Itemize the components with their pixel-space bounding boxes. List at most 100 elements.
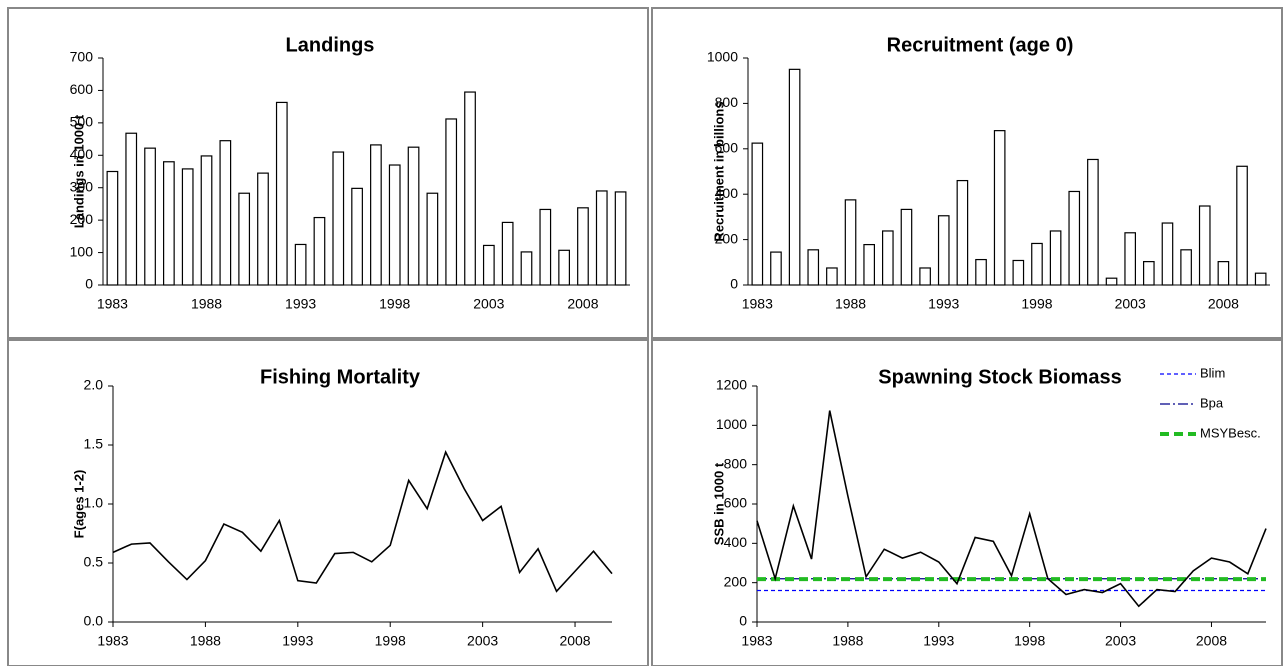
- legend-label: MSYBesc.: [1200, 425, 1261, 440]
- bar: [993, 130, 1006, 286]
- y-axis-label: SSB in 1000 t: [711, 462, 726, 545]
- x-tick-label: 1993: [928, 296, 959, 312]
- data-line: [756, 410, 1267, 608]
- bar: [370, 144, 382, 286]
- x-tick-label: 1988: [191, 296, 222, 312]
- bar: [900, 208, 913, 286]
- x-tick-label: 1993: [923, 633, 954, 649]
- bar: [407, 146, 420, 286]
- x-tick-label: 1998: [375, 633, 406, 649]
- bar: [313, 216, 326, 286]
- bar: [200, 155, 213, 286]
- panel-frame: [651, 7, 1283, 339]
- bar: [163, 161, 175, 286]
- bar: [464, 91, 476, 286]
- bar: [106, 170, 119, 286]
- y-tick-label: 600: [715, 140, 739, 156]
- chart-title: Recruitment (age 0): [887, 34, 1074, 56]
- x-tick-label: 1998: [1021, 296, 1052, 312]
- x-tick-label: 2003: [467, 633, 498, 649]
- bar: [1031, 242, 1043, 286]
- chart-title: Fishing Mortality: [260, 366, 421, 388]
- y-tick-label: 700: [70, 49, 94, 65]
- bar: [844, 199, 857, 286]
- y-tick-label: 100: [70, 243, 94, 259]
- bar: [751, 142, 764, 286]
- x-tick-label: 1998: [379, 296, 410, 312]
- y-tick-label: 200: [70, 211, 94, 227]
- bar: [1180, 249, 1192, 286]
- bar: [294, 243, 307, 286]
- bar: [826, 267, 838, 286]
- bar: [937, 215, 950, 286]
- y-axis-label: F(ages 1-2): [71, 470, 86, 539]
- x-tick-label: 2003: [473, 296, 504, 312]
- bar: [238, 192, 251, 286]
- bar: [577, 207, 589, 286]
- y-tick-label: 200: [724, 573, 748, 589]
- y-tick-label: 400: [724, 534, 748, 550]
- bar: [788, 68, 801, 286]
- panel-frame: [7, 7, 649, 339]
- bar: [1124, 232, 1136, 286]
- bar: [1217, 261, 1230, 286]
- bar: [558, 249, 570, 286]
- panel-frame: [7, 339, 649, 666]
- x-tick-label: 1988: [835, 296, 866, 312]
- y-tick-label: 800: [715, 94, 739, 110]
- bar: [807, 249, 820, 286]
- bar: [614, 191, 627, 286]
- panel-frame: [651, 339, 1283, 666]
- y-axis-label: Landings in 1000 t: [71, 114, 86, 228]
- bar: [501, 221, 514, 286]
- y-tick-label: 0: [739, 613, 747, 629]
- bar: [426, 192, 439, 286]
- bar: [388, 164, 401, 286]
- bar: [539, 208, 552, 286]
- data-line: [112, 449, 613, 593]
- y-tick-label: 0.0: [84, 613, 104, 629]
- bar: [181, 168, 194, 286]
- bar: [1254, 272, 1267, 286]
- x-tick-label: 2008: [1208, 296, 1239, 312]
- bar: [125, 132, 138, 286]
- y-tick-label: 300: [70, 178, 94, 194]
- bar: [1143, 261, 1155, 286]
- bar: [351, 187, 363, 286]
- y-tick-label: 1200: [716, 377, 747, 393]
- x-tick-label: 1983: [97, 633, 128, 649]
- bar: [219, 140, 232, 286]
- chart-title: Spawning Stock Biomass: [878, 366, 1121, 388]
- y-tick-label: 1000: [716, 416, 747, 432]
- bar: [595, 190, 608, 286]
- y-tick-label: 200: [715, 230, 739, 246]
- bar: [770, 251, 782, 286]
- y-tick-label: 0.5: [84, 554, 104, 570]
- bar: [144, 147, 156, 286]
- y-tick-label: 1.5: [84, 436, 104, 452]
- bar: [482, 244, 495, 286]
- bar: [275, 101, 288, 286]
- x-tick-label: 1988: [832, 633, 863, 649]
- y-axis-label: Recruitment in billions: [711, 101, 726, 241]
- bar: [1068, 190, 1081, 286]
- bar: [1198, 205, 1211, 286]
- x-tick-label: 2008: [559, 633, 590, 649]
- bar: [520, 251, 533, 286]
- y-tick-label: 800: [724, 455, 748, 471]
- x-tick-label: 1983: [742, 296, 773, 312]
- bar: [975, 258, 987, 286]
- y-tick-label: 2.0: [84, 377, 104, 393]
- y-tick-label: 500: [70, 114, 94, 130]
- y-tick-label: 0: [85, 276, 93, 292]
- x-tick-label: 1983: [97, 296, 128, 312]
- y-tick-label: 600: [70, 81, 94, 97]
- bar: [445, 118, 458, 286]
- bar: [1087, 158, 1099, 286]
- x-tick-label: 2003: [1115, 296, 1146, 312]
- bar: [1161, 222, 1174, 286]
- legend-label: Bpa: [1200, 395, 1224, 410]
- y-tick-label: 1000: [707, 49, 738, 65]
- bar: [257, 172, 269, 286]
